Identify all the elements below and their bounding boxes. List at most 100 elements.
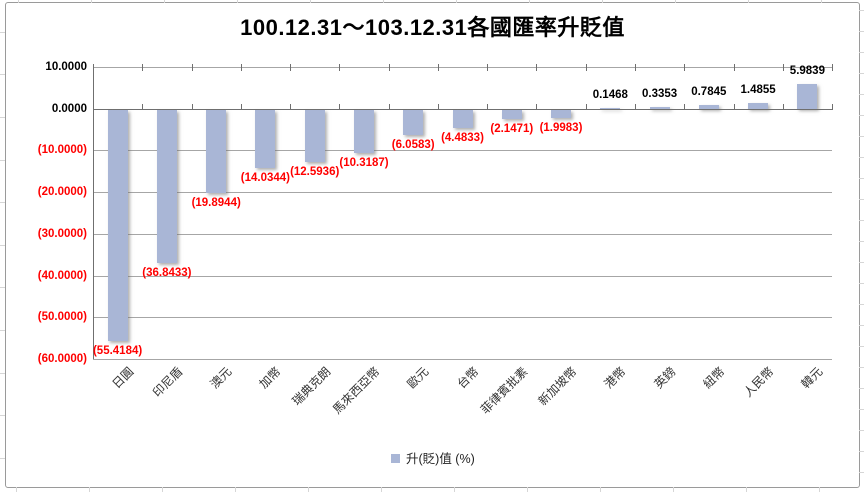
data-label: 0.1468 <box>592 89 628 102</box>
sheet-gridline <box>0 330 5 331</box>
sheet-gridline <box>0 458 5 459</box>
axis-tick <box>290 64 292 71</box>
sheet-gridline <box>859 304 864 305</box>
data-label: (4.4833) <box>441 132 484 145</box>
category-label: 瑞典克朗 <box>289 364 334 409</box>
axis-tick <box>782 64 784 71</box>
category-label: 歐元 <box>404 364 432 392</box>
bar[interactable] <box>452 109 473 129</box>
gridline <box>93 359 832 360</box>
sheet-gridline <box>859 94 864 95</box>
sheet-gridline <box>859 157 864 158</box>
category-label: 新加坡幣 <box>535 364 580 409</box>
category-label: 加幣 <box>256 364 284 392</box>
axis-tick <box>585 64 587 71</box>
axis-tick <box>733 64 735 71</box>
sheet-gridline <box>859 220 864 221</box>
category-label: 韓元 <box>798 364 826 392</box>
axis-tick <box>487 103 489 110</box>
axis-tick <box>388 64 390 71</box>
sheet-gridline <box>859 346 864 347</box>
sheet-gridline <box>859 31 864 32</box>
bar[interactable] <box>698 105 719 109</box>
sheet-gridline <box>237 0 238 3</box>
legend[interactable]: 升(貶)值 (%) <box>391 448 475 467</box>
sheet-gridline <box>91 0 92 3</box>
axis-tick <box>634 103 636 110</box>
category-label: 澳元 <box>207 364 235 392</box>
sheet-gridline <box>164 0 165 3</box>
bar[interactable] <box>255 109 276 169</box>
chart-frame[interactable]: 100.12.31～103.12.31各國匯率升貶值 10.0000 0.0000… <box>5 2 860 488</box>
axis-tick <box>240 64 242 71</box>
sheet-gridline <box>0 74 5 75</box>
sheet-gridline <box>0 32 5 33</box>
data-label: (19.8944) <box>191 196 241 209</box>
sheet-gridline <box>89 487 90 492</box>
bar[interactable] <box>551 109 571 118</box>
sheet-gridline <box>859 199 864 200</box>
data-label: 0.7845 <box>691 86 727 99</box>
sheet-gridline <box>859 325 864 326</box>
axis-tick <box>487 64 489 71</box>
data-label: (6.0583) <box>391 139 435 151</box>
axis-tick <box>536 103 538 110</box>
bar[interactable] <box>501 109 522 119</box>
y-axis-label: (30.0000) <box>37 227 87 240</box>
bar[interactable] <box>403 109 424 135</box>
sheet-gridline <box>859 388 864 389</box>
sheet-gridline <box>859 472 864 473</box>
sheet-gridline <box>859 451 864 452</box>
axis-tick <box>684 103 686 110</box>
category-label: 馬來西亞幣 <box>329 364 383 417</box>
sheet-gridline <box>381 487 382 492</box>
category-label: 人民幣 <box>741 364 777 400</box>
sheet-gridline <box>0 415 5 416</box>
gridline <box>93 192 832 194</box>
sheet-gridline <box>673 487 674 492</box>
sheet-gridline <box>859 178 864 179</box>
data-label: 1.4855 <box>740 83 776 96</box>
sheet-gridline <box>0 117 5 118</box>
sheet-gridline <box>310 0 311 3</box>
axis-tick <box>191 64 193 71</box>
category-label: 日圓 <box>109 364 136 392</box>
bar[interactable] <box>600 108 621 110</box>
bar[interactable] <box>797 83 818 109</box>
axis-tick <box>93 64 94 71</box>
axis-tick <box>782 103 784 110</box>
category-axis-line <box>93 108 832 110</box>
y-axis-label: 0.0000 <box>51 102 87 115</box>
data-label: (1.9983) <box>539 122 583 135</box>
axis-tick <box>684 64 686 71</box>
gridline <box>93 67 832 68</box>
sheet-gridline <box>602 0 603 3</box>
bar[interactable] <box>304 109 325 163</box>
sheet-gridline <box>859 262 864 263</box>
sheet-gridline <box>0 373 5 374</box>
sheet-gridline <box>859 136 864 137</box>
sheet-gridline <box>859 367 864 368</box>
data-label: (2.1471) <box>490 122 534 135</box>
bar[interactable] <box>649 107 670 109</box>
axis-tick <box>388 103 390 110</box>
sheet-gridline <box>859 283 864 284</box>
sheet-gridline <box>859 241 864 242</box>
bar[interactable] <box>206 109 227 193</box>
category-label: 印尼盾 <box>149 364 186 400</box>
bar[interactable] <box>156 109 177 264</box>
y-axis-label: (20.0000) <box>37 186 87 199</box>
sheet-gridline <box>859 409 864 410</box>
sheet-gridline <box>859 10 864 11</box>
y-axis-label: (60.0000) <box>37 353 87 365</box>
bar[interactable] <box>107 109 128 341</box>
data-label: 0.3353 <box>642 88 678 101</box>
axis-tick <box>832 103 833 110</box>
data-label: (12.5936) <box>290 166 340 179</box>
sheet-gridline <box>527 487 528 492</box>
bar[interactable] <box>354 109 374 153</box>
axis-tick <box>191 103 193 110</box>
value-axis-line <box>93 67 94 359</box>
bar[interactable] <box>748 102 769 109</box>
